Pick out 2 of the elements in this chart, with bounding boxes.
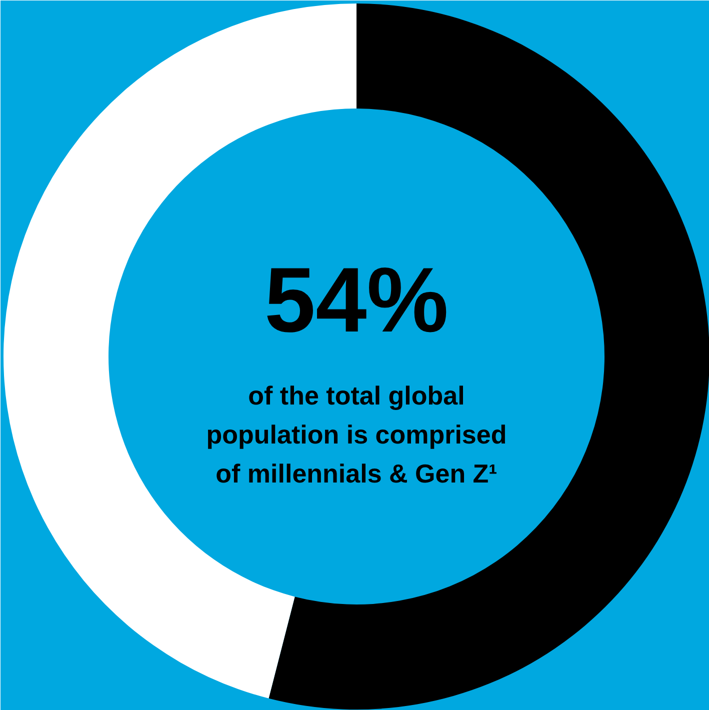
- text: of the total global population is comprised of millennials & Gen Z¹: [206, 380, 507, 488]
- data-label: 54%: [264, 250, 449, 352]
